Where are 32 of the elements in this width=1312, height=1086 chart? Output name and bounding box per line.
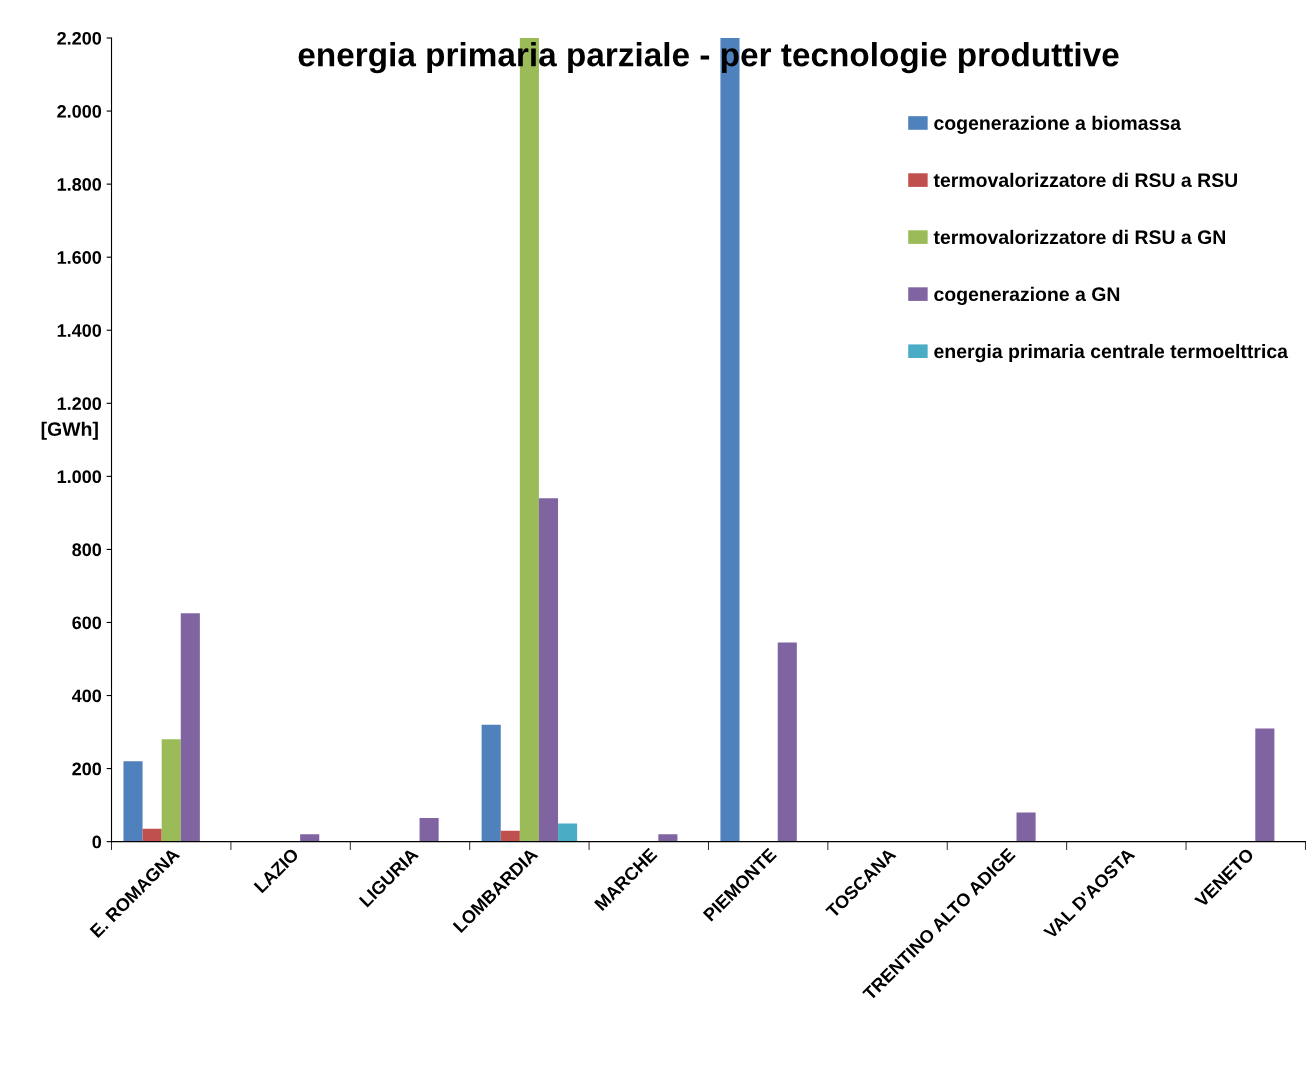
y-tick-label: 1.800 (57, 178, 102, 191)
bar (300, 834, 320, 842)
bar (123, 761, 143, 842)
bar (481, 724, 501, 842)
bar (558, 823, 578, 842)
bar (500, 830, 520, 842)
bar (1255, 728, 1275, 842)
y-tick-label: 1.200 (57, 397, 102, 411)
bar (658, 834, 678, 842)
y-tick-label: 200 (72, 762, 102, 776)
y-tick-label: 0 (92, 835, 102, 849)
y-tick-label: 1.600 (57, 251, 102, 264)
bar (180, 613, 200, 842)
y-tick-label: 600 (72, 616, 102, 630)
y-tick-label: 400 (71, 689, 102, 703)
legend-label: cogenerazione a GN (934, 286, 1120, 306)
legend-label: termovalorizzatore di RSU a GN (933, 229, 1225, 245)
y-tick-label: 2.000 (57, 105, 102, 118)
legend-label: termovalorizzatore di RSU a RSU (933, 172, 1237, 188)
y-axis-title: [GWh] (41, 421, 98, 440)
y-tick-label: 2.200 (57, 31, 102, 45)
legend-label: energia primaria centrale termoelttrica (934, 343, 1289, 363)
y-tick-label: 1.400 (57, 324, 102, 337)
legend-label: cogenerazione a biomassa (934, 115, 1182, 134)
bar (1016, 812, 1036, 842)
bar (777, 642, 797, 842)
bar (419, 817, 439, 842)
bar (142, 828, 162, 842)
y-tick-label: 800 (72, 543, 102, 557)
y-tick-label: 1.000 (57, 470, 102, 484)
bar (161, 739, 181, 842)
bar (538, 498, 559, 842)
